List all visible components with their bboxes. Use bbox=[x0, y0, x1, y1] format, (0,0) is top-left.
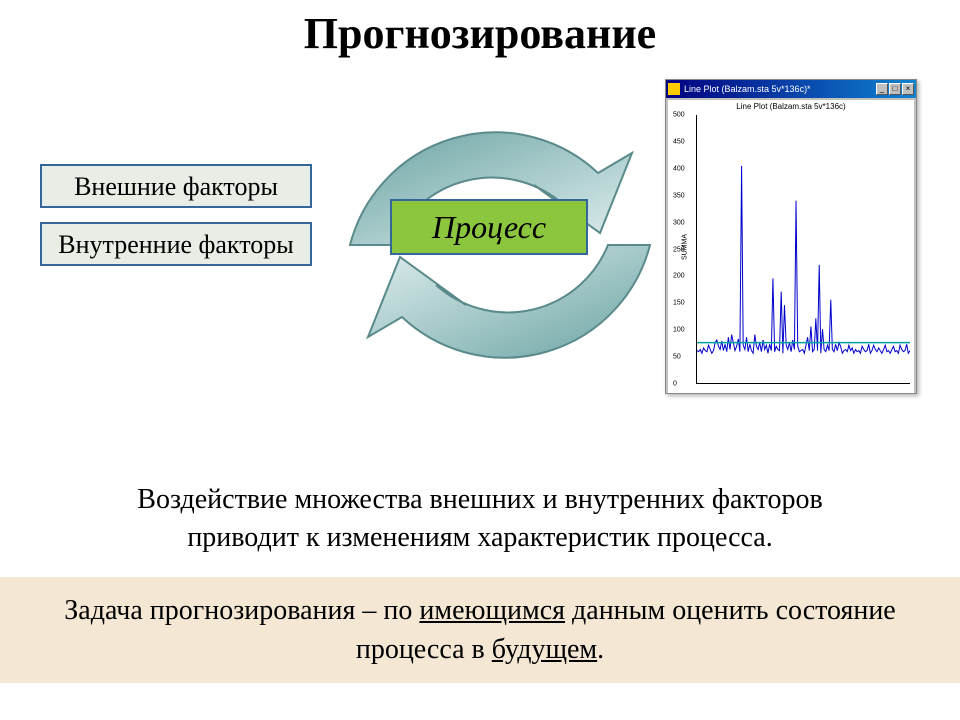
chart-ytick: 100 bbox=[673, 327, 685, 334]
chart-ytick: 450 bbox=[673, 138, 685, 145]
chart-window: Line Plot (Balzam.sta 5v*136c)* _ □ × Li… bbox=[665, 79, 917, 394]
chart-titlebar: Line Plot (Balzam.sta 5v*136c)* _ □ × bbox=[666, 80, 916, 98]
diagram-area: Внешние факторы Внутренние факторы Проце… bbox=[0, 59, 960, 469]
window-buttons: _ □ × bbox=[876, 83, 914, 95]
chart-ytick: 150 bbox=[673, 300, 685, 307]
chart-body: Line Plot (Balzam.sta 5v*136c) SUMMA 050… bbox=[668, 100, 914, 393]
description-line2: приводит к изменениям характеристик проц… bbox=[187, 522, 772, 553]
description-line1: Воздействие множества внешних и внутренн… bbox=[137, 484, 822, 515]
task-prefix: Задача прогнозирования – по bbox=[64, 595, 419, 626]
chart-plot: 050100150200250300350400450500 bbox=[696, 115, 910, 384]
minimize-icon[interactable]: _ bbox=[876, 83, 888, 95]
chart-window-title: Line Plot (Balzam.sta 5v*136c)* bbox=[684, 84, 811, 94]
chart-ytick: 300 bbox=[673, 219, 685, 226]
process-label: Процесс bbox=[432, 209, 546, 245]
close-icon[interactable]: × bbox=[902, 83, 914, 95]
chart-line-svg bbox=[697, 115, 910, 383]
external-factors-label: Внешние факторы bbox=[74, 172, 278, 201]
task-suffix: . bbox=[597, 634, 604, 665]
chart-ytick: 400 bbox=[673, 165, 685, 172]
task-band: Задача прогнозирования – по имеющимся да… bbox=[0, 577, 960, 683]
chart-ytick: 350 bbox=[673, 192, 685, 199]
internal-factors-label: Внутренние факторы bbox=[58, 230, 293, 259]
chart-ytick: 50 bbox=[673, 354, 681, 361]
external-factors-box: Внешние факторы bbox=[40, 164, 312, 208]
description-text: Воздействие множества внешних и внутренн… bbox=[0, 469, 960, 577]
chart-ytick: 0 bbox=[673, 381, 677, 388]
chart-ytick: 500 bbox=[673, 112, 685, 119]
chart-app-icon bbox=[668, 83, 680, 95]
page-title: Прогнозирование bbox=[0, 0, 960, 59]
task-underline-2: будущем bbox=[492, 634, 597, 665]
internal-factors-box: Внутренние факторы bbox=[40, 222, 312, 266]
chart-body-title: Line Plot (Balzam.sta 5v*136c) bbox=[668, 100, 914, 113]
task-underline-1: имеющимся bbox=[419, 595, 565, 626]
process-box: Процесс bbox=[390, 199, 588, 255]
maximize-icon[interactable]: □ bbox=[889, 83, 901, 95]
chart-ytick: 250 bbox=[673, 246, 685, 253]
chart-ytick: 200 bbox=[673, 273, 685, 280]
